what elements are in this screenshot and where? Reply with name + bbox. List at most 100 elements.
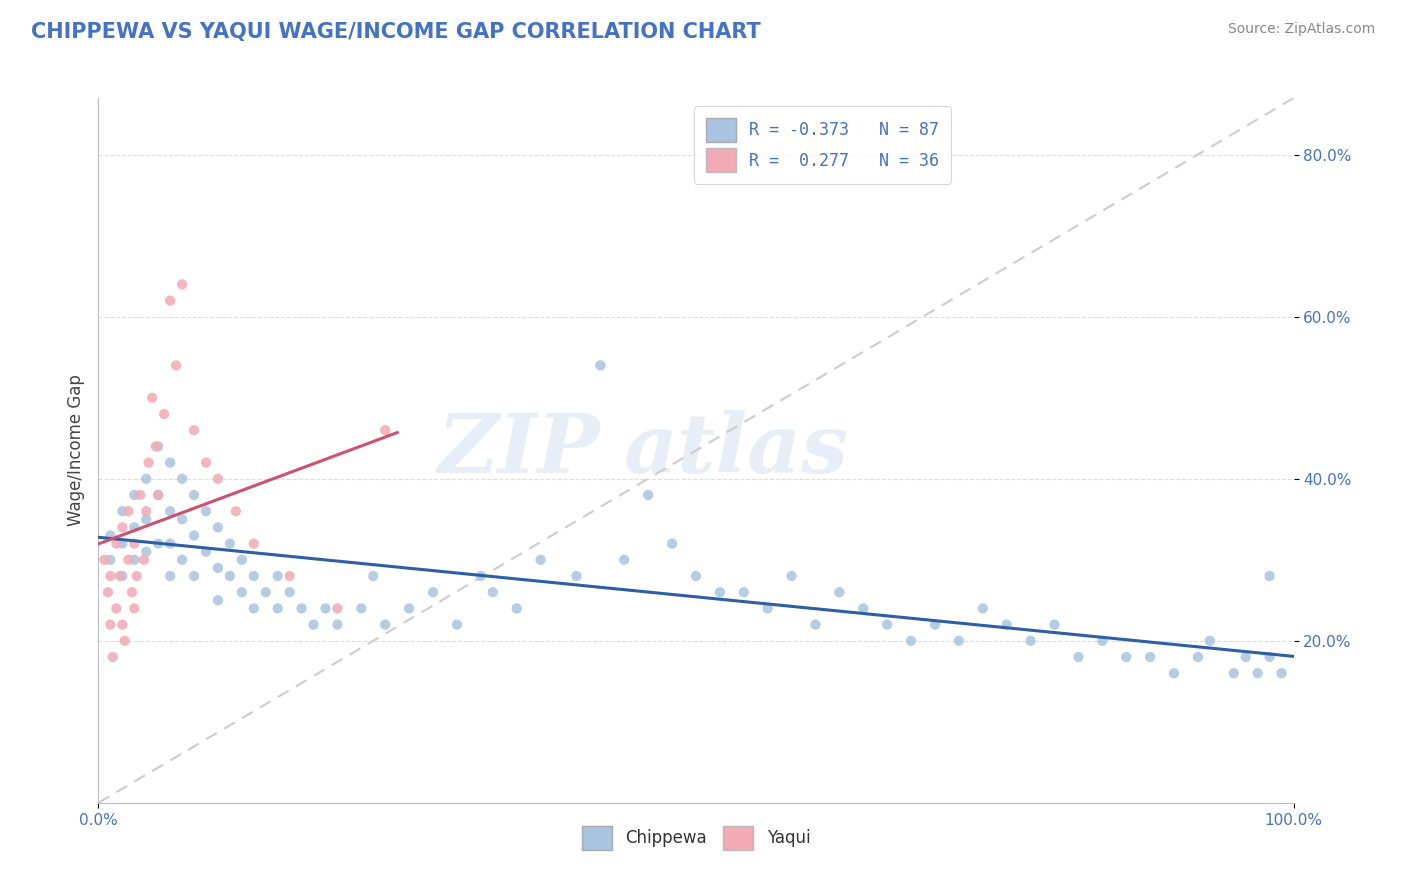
Point [132, 553, 155, 567]
Point [278, 569, 301, 583]
Point [326, 617, 349, 632]
Point [231, 585, 253, 599]
Point [506, 601, 529, 615]
Point [111, 504, 134, 518]
Point [159, 504, 181, 518]
Point [852, 601, 875, 615]
Point [254, 585, 277, 599]
Point [207, 520, 229, 534]
Point [565, 569, 588, 583]
Point [114, 633, 136, 648]
Point [135, 472, 157, 486]
Point [1187, 650, 1209, 665]
Point [129, 488, 152, 502]
Legend: Chippewa, Yaqui: Chippewa, Yaqui [574, 818, 818, 858]
Point [124, 536, 146, 550]
Point [145, 439, 167, 453]
Point [165, 359, 187, 373]
Point [98, 617, 122, 632]
Point [350, 601, 373, 615]
Point [243, 601, 266, 615]
Point [1223, 666, 1246, 681]
Point [125, 569, 148, 583]
Point [159, 569, 181, 583]
Point [219, 569, 242, 583]
Point [267, 569, 290, 583]
Point [172, 277, 194, 292]
Point [780, 569, 803, 583]
Point [117, 553, 139, 567]
Point [159, 293, 181, 308]
Point [148, 536, 170, 550]
Point [195, 545, 218, 559]
Point [135, 545, 157, 559]
Point [613, 553, 636, 567]
Point [756, 601, 779, 615]
Point [172, 512, 194, 526]
Point [709, 585, 731, 599]
Point [422, 585, 444, 599]
Point [207, 561, 229, 575]
Point [138, 456, 160, 470]
Point [1043, 617, 1066, 632]
Point [1019, 633, 1042, 648]
Point [446, 617, 468, 632]
Point [589, 359, 612, 373]
Point [374, 423, 396, 437]
Point [141, 391, 163, 405]
Point [219, 536, 242, 550]
Point [148, 488, 170, 502]
Point [183, 569, 205, 583]
Point [195, 456, 218, 470]
Point [148, 488, 170, 502]
Point [148, 439, 170, 453]
Point [183, 528, 205, 542]
Point [135, 504, 157, 518]
Point [111, 536, 134, 550]
Point [828, 585, 851, 599]
Point [108, 569, 131, 583]
Point [278, 585, 301, 599]
Point [1234, 650, 1257, 665]
Point [98, 569, 122, 583]
Point [398, 601, 420, 615]
Point [207, 593, 229, 607]
Point [101, 650, 124, 665]
Point [470, 569, 492, 583]
Point [1247, 666, 1270, 681]
Point [481, 585, 505, 599]
Point [97, 585, 120, 599]
Point [105, 536, 128, 550]
Point [124, 553, 146, 567]
Point [1139, 650, 1161, 665]
Point [225, 504, 247, 518]
Point [124, 520, 146, 534]
Point [111, 520, 134, 534]
Point [1258, 650, 1281, 665]
Point [124, 488, 146, 502]
Point [231, 553, 253, 567]
Point [117, 504, 139, 518]
Point [121, 585, 143, 599]
Point [1163, 666, 1185, 681]
Point [1067, 650, 1090, 665]
Point [1115, 650, 1137, 665]
Point [374, 617, 396, 632]
Point [685, 569, 707, 583]
Point [159, 456, 181, 470]
Point [1091, 633, 1114, 648]
Point [530, 553, 553, 567]
Point [1199, 633, 1222, 648]
Point [98, 528, 122, 542]
Text: Source: ZipAtlas.com: Source: ZipAtlas.com [1227, 22, 1375, 37]
Point [243, 569, 266, 583]
Point [733, 585, 755, 599]
Point [135, 512, 157, 526]
Point [363, 569, 385, 583]
Point [948, 633, 970, 648]
Point [972, 601, 994, 615]
Point [302, 617, 325, 632]
Point [876, 617, 898, 632]
Point [637, 488, 659, 502]
Point [1258, 569, 1281, 583]
